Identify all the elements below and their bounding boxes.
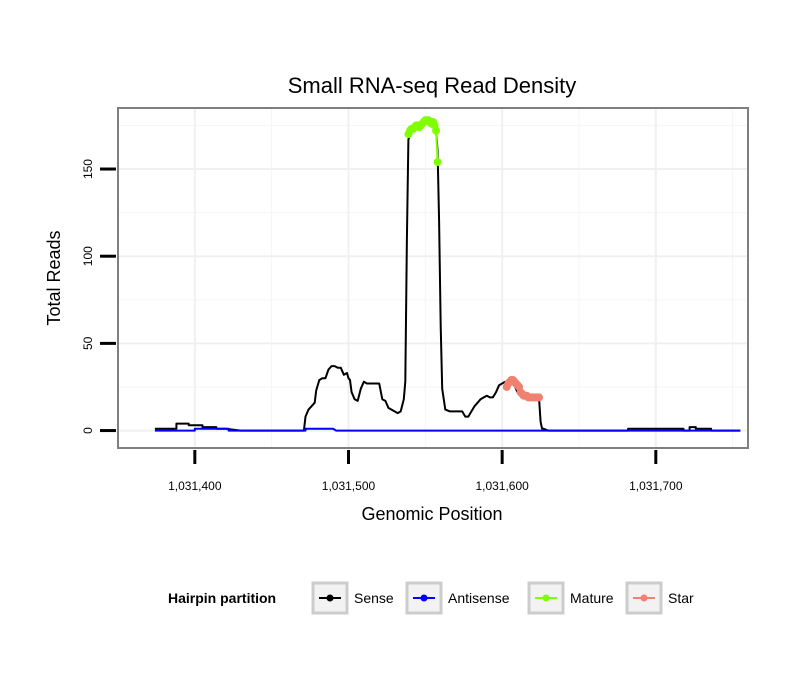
legend-item-star: Star bbox=[625, 581, 694, 615]
legend-key-point bbox=[542, 594, 550, 602]
legend-item-mature: Mature bbox=[527, 581, 614, 615]
data-point-star bbox=[535, 393, 544, 402]
legend-title: Hairpin partition bbox=[168, 590, 276, 606]
legend-label-sense: Sense bbox=[354, 590, 394, 606]
legend: Hairpin partition Sense Antisense Mature St… bbox=[168, 581, 694, 615]
x-tick-label: 1,031,700 bbox=[629, 479, 683, 493]
legend-key-point bbox=[640, 594, 648, 602]
y-tick-label: 50 bbox=[81, 336, 95, 350]
y-axis-title: Total Reads bbox=[44, 230, 64, 325]
legend-key-box bbox=[405, 581, 443, 615]
x-tick-label: 1,031,600 bbox=[475, 479, 529, 493]
legend-label-star: Star bbox=[668, 590, 694, 606]
legend-label-mature: Mature bbox=[570, 590, 614, 606]
data-point-mature bbox=[432, 126, 441, 135]
legend-item-sense: Sense bbox=[311, 581, 394, 615]
x-axis: 1,031,400 1,031,500 1,031,600 1,031,700 bbox=[168, 450, 683, 493]
x-axis-title: Genomic Position bbox=[361, 504, 502, 524]
y-axis: 0 50 100 150 bbox=[81, 159, 116, 434]
legend-item-antisense: Antisense bbox=[405, 581, 510, 615]
legend-key-box bbox=[527, 581, 565, 615]
y-tick-label: 150 bbox=[81, 159, 95, 179]
series-line-antisense bbox=[154, 427, 741, 432]
y-tick-label: 100 bbox=[81, 246, 95, 266]
x-tick-label: 1,031,400 bbox=[168, 479, 222, 493]
data-point-mature bbox=[433, 158, 442, 167]
plot-panel-background bbox=[118, 108, 748, 448]
chart-title: Small RNA-seq Read Density bbox=[288, 73, 577, 98]
series-layer bbox=[154, 116, 741, 432]
legend-key-box bbox=[625, 581, 663, 615]
plot-panel-border bbox=[117, 107, 749, 449]
x-tick-label: 1,031,500 bbox=[322, 479, 376, 493]
y-tick-label: 0 bbox=[81, 427, 95, 434]
legend-label-antisense: Antisense bbox=[448, 590, 510, 606]
legend-key-point bbox=[420, 594, 428, 602]
minor-gridlines bbox=[117, 108, 748, 448]
legend-key-point bbox=[326, 594, 334, 602]
